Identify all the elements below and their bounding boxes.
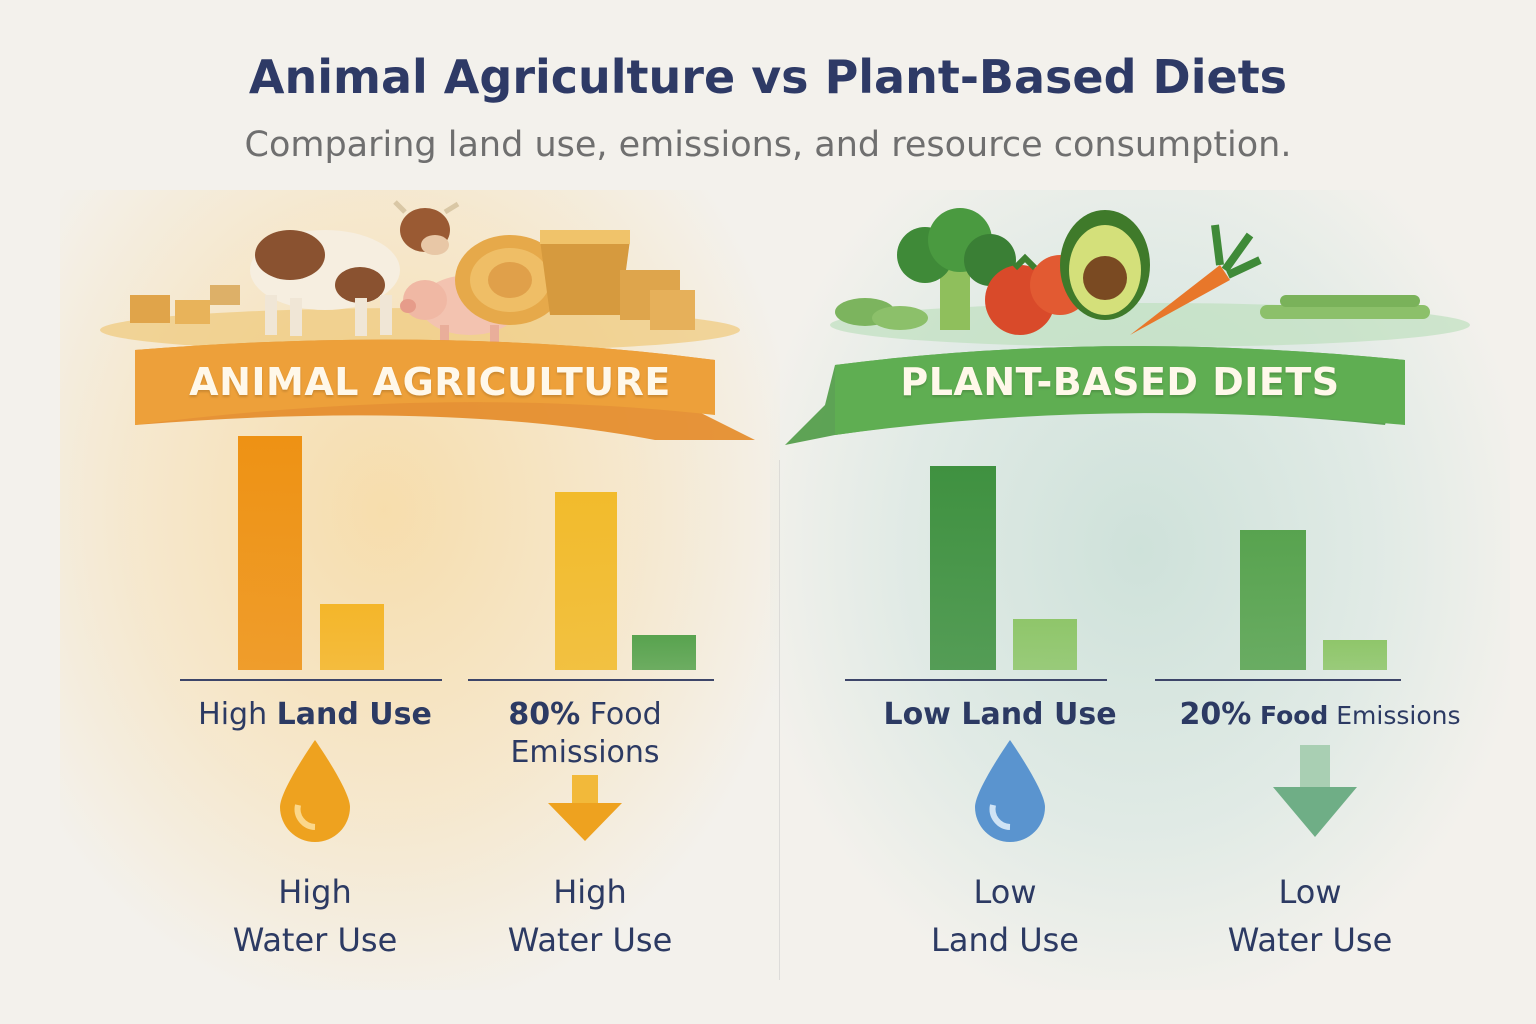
animal-stat-right: High Water Use	[465, 868, 715, 964]
label-mid-text: Food	[1251, 701, 1329, 730]
down-arrow-icon	[1273, 745, 1357, 837]
cow-icon	[250, 200, 460, 336]
animal-emissions-bar	[632, 635, 696, 670]
label-plain-text: Emissions	[1328, 701, 1461, 730]
avocado-icon	[1060, 210, 1150, 320]
plant-emissions-bar	[1240, 530, 1306, 670]
green-beans-icon	[1260, 295, 1430, 319]
label-bold-text: 20%	[1179, 697, 1252, 732]
animal-emissions-label: 80% Food Emissions	[480, 696, 690, 772]
plant-banner-ribbon	[785, 346, 1405, 445]
animal-farm-illustration	[90, 200, 740, 350]
plant-stat-right: Low Water Use	[1185, 868, 1435, 964]
stat-line-2: Land Use	[931, 921, 1079, 959]
water-drop-icon	[975, 740, 1045, 842]
page-title: Animal Agriculture vs Plant-Based Diets	[248, 50, 1288, 104]
broccoli-icon	[897, 208, 1016, 330]
plant-stat-left: Low Land Use	[880, 868, 1130, 964]
hay-roll-icon	[455, 235, 565, 325]
stat-line-2: Water Use	[1227, 921, 1393, 959]
animal-land-use-label: High Land Use	[160, 696, 470, 734]
cucumber-icon	[835, 298, 928, 330]
down-arrow-icon	[548, 775, 622, 841]
label-bold-text: Land Use	[276, 697, 432, 732]
chart-baseline	[1155, 679, 1401, 681]
stat-line-1: High	[278, 873, 352, 911]
plant-land-use-bar	[1013, 619, 1077, 670]
stat-line-1: Low	[973, 873, 1037, 911]
chart-baseline	[180, 679, 442, 681]
label-plain-text: High	[198, 697, 277, 732]
stat-line-1: Low	[1278, 873, 1342, 911]
stat-line-1: High	[553, 873, 627, 911]
plant-land-use-bar	[930, 466, 996, 670]
page-subtitle: Comparing land use, emissions, and resou…	[244, 125, 1292, 165]
animal-land-use-bar	[320, 604, 384, 670]
animal-stat-left: High Water Use	[190, 868, 440, 964]
animal-banner-title: ANIMAL AGRICULTURE	[189, 360, 671, 404]
plant-emissions-label: 20% Food Emissions	[1160, 696, 1480, 735]
hay-bale-icon	[130, 285, 240, 324]
stat-line-2: Water Use	[507, 921, 673, 959]
label-bold-text: 80%	[508, 697, 581, 732]
plant-emissions-bar	[1323, 640, 1387, 670]
vegetable-illustration	[820, 200, 1470, 350]
chart-baseline	[468, 679, 714, 681]
water-drop-icon	[280, 740, 350, 842]
animal-banner-ribbon	[135, 339, 755, 440]
basket-icon	[540, 230, 695, 330]
stat-line-2: Water Use	[232, 921, 398, 959]
label-plain-text: Food Emissions	[510, 697, 662, 770]
panel-divider	[779, 460, 780, 980]
plant-banner-title: PLANT-BASED DIETS	[900, 360, 1340, 404]
chart-baseline	[845, 679, 1107, 681]
animal-emissions-bar	[555, 492, 617, 670]
carrot-icon	[1130, 224, 1262, 335]
animal-land-use-bar	[238, 436, 302, 670]
plant-land-use-label: Low Land Use	[883, 697, 1117, 732]
